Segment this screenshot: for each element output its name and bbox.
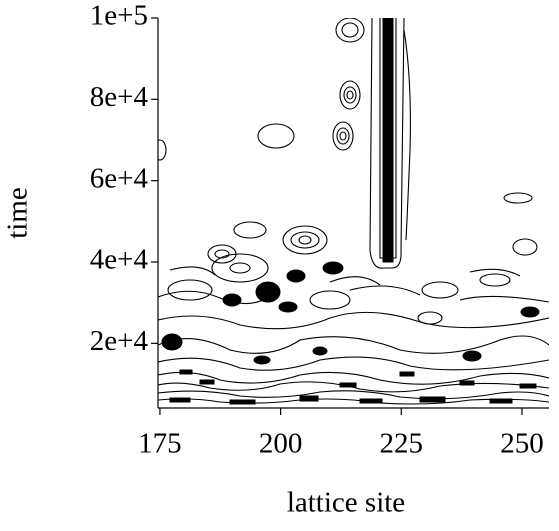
contour-line xyxy=(403,29,411,241)
x-tick-label: 175 xyxy=(138,428,182,460)
x-tick-label: 250 xyxy=(500,428,544,460)
y-tick-label: 8e+4 xyxy=(90,81,149,113)
contour-field xyxy=(158,18,549,405)
x-tick-label: 200 xyxy=(259,428,303,460)
plot-area xyxy=(158,18,549,408)
contour-blobs xyxy=(158,18,540,365)
contour-lines xyxy=(158,266,549,405)
y-axis-label: time xyxy=(2,187,34,239)
contour-line xyxy=(369,18,405,269)
x-axis-label: lattice site xyxy=(287,487,405,519)
contour-core xyxy=(382,18,394,263)
x-tick-label: 225 xyxy=(380,428,424,460)
y-tick-label: 1e+5 xyxy=(90,0,148,32)
y-tick-label: 4e+4 xyxy=(90,244,149,276)
y-tick-label: 6e+4 xyxy=(90,162,149,194)
y-tick-label: 2e+4 xyxy=(90,325,149,357)
